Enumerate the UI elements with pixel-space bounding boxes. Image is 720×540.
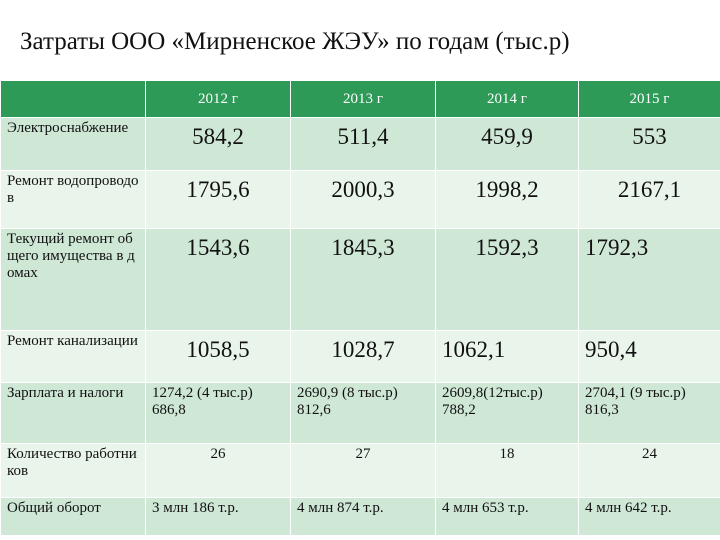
- value-cell: 553: [578, 117, 720, 171]
- row: Электроснабжение 584,2 511,4 459,9 553: [0, 117, 720, 171]
- value-cell: 3 млн 186 т.р.: [145, 497, 291, 536]
- value-cell: 18: [435, 443, 579, 498]
- value-cell: 950,4: [578, 330, 720, 383]
- value-cell: 1028,7: [290, 330, 436, 383]
- value-cell: 1543,6: [145, 228, 291, 331]
- value-cell: 1062,1: [435, 330, 579, 383]
- value-cell: 26: [145, 443, 291, 498]
- row-label: Ремонт водопроводов: [0, 170, 146, 229]
- row: Текущий ремонт общего имущества в домах 1…: [0, 228, 720, 331]
- value-cell: 2704,1 (9 тыс.р) 816,3: [578, 382, 720, 444]
- value-cell: 2609,8(12тыс.р) 788,2: [435, 382, 579, 444]
- value-cell: 4 млн 874 т.р.: [290, 497, 436, 536]
- row: Общий оборот 3 млн 186 т.р. 4 млн 874 т.р.…: [0, 497, 720, 536]
- value-cell: 584,2: [145, 117, 291, 171]
- value-cell: 1592,3: [435, 228, 579, 331]
- row-label: Текущий ремонт общего имущества в домах: [0, 228, 146, 331]
- value-cell: 27: [290, 443, 436, 498]
- title: Затраты ООО «Мирненское ЖЭУ» по годам (т…: [20, 28, 570, 55]
- row: Количество работников 26 27 18 24: [0, 443, 720, 498]
- value-cell: 1792,3: [578, 228, 720, 331]
- header-cell: 2015 г: [578, 80, 720, 118]
- value-cell: 2000,3: [290, 170, 436, 229]
- row: Зарплата и налоги 1274,2 (4 тыс.р) 686,8 2…: [0, 382, 720, 444]
- row: Ремонт канализации 1058,5 1028,7 1062,1 950,…: [0, 330, 720, 383]
- header-cell: [0, 80, 146, 118]
- row-label: Электроснабжение: [0, 117, 146, 171]
- value-cell: 1998,2: [435, 170, 579, 229]
- value-cell: 2690,9 (8 тыс.р) 812,6: [290, 382, 436, 444]
- value-cell: 1058,5: [145, 330, 291, 383]
- row-label: Общий оборот: [0, 497, 146, 536]
- value-cell: 24: [578, 443, 720, 498]
- cost-table: 2012 г 2013 г 2014 г 2015 г Электроснабжение…: [0, 80, 720, 536]
- row: Ремонт водопроводов 1795,6 2000,3 1998,2 216…: [0, 170, 720, 229]
- header-row: 2012 г 2013 г 2014 г 2015 г: [0, 80, 720, 118]
- value-cell: 459,9: [435, 117, 579, 171]
- value-cell: 1274,2 (4 тыс.р) 686,8: [145, 382, 291, 444]
- value-cell: 511,4: [290, 117, 436, 171]
- header-cell: 2012 г: [145, 80, 291, 118]
- value-cell: 2167,1: [578, 170, 720, 229]
- header-cell: 2014 г: [435, 80, 579, 118]
- header-cell: 2013 г: [290, 80, 436, 118]
- value-cell: 4 млн 642 т.р.: [578, 497, 720, 536]
- value-cell: 1795,6: [145, 170, 291, 229]
- value-cell: 4 млн 653 т.р.: [435, 497, 579, 536]
- row-label: Количество работников: [0, 443, 146, 498]
- value-cell: 1845,3: [290, 228, 436, 331]
- row-label: Зарплата и налоги: [0, 382, 146, 444]
- row-label: Ремонт канализации: [0, 330, 146, 383]
